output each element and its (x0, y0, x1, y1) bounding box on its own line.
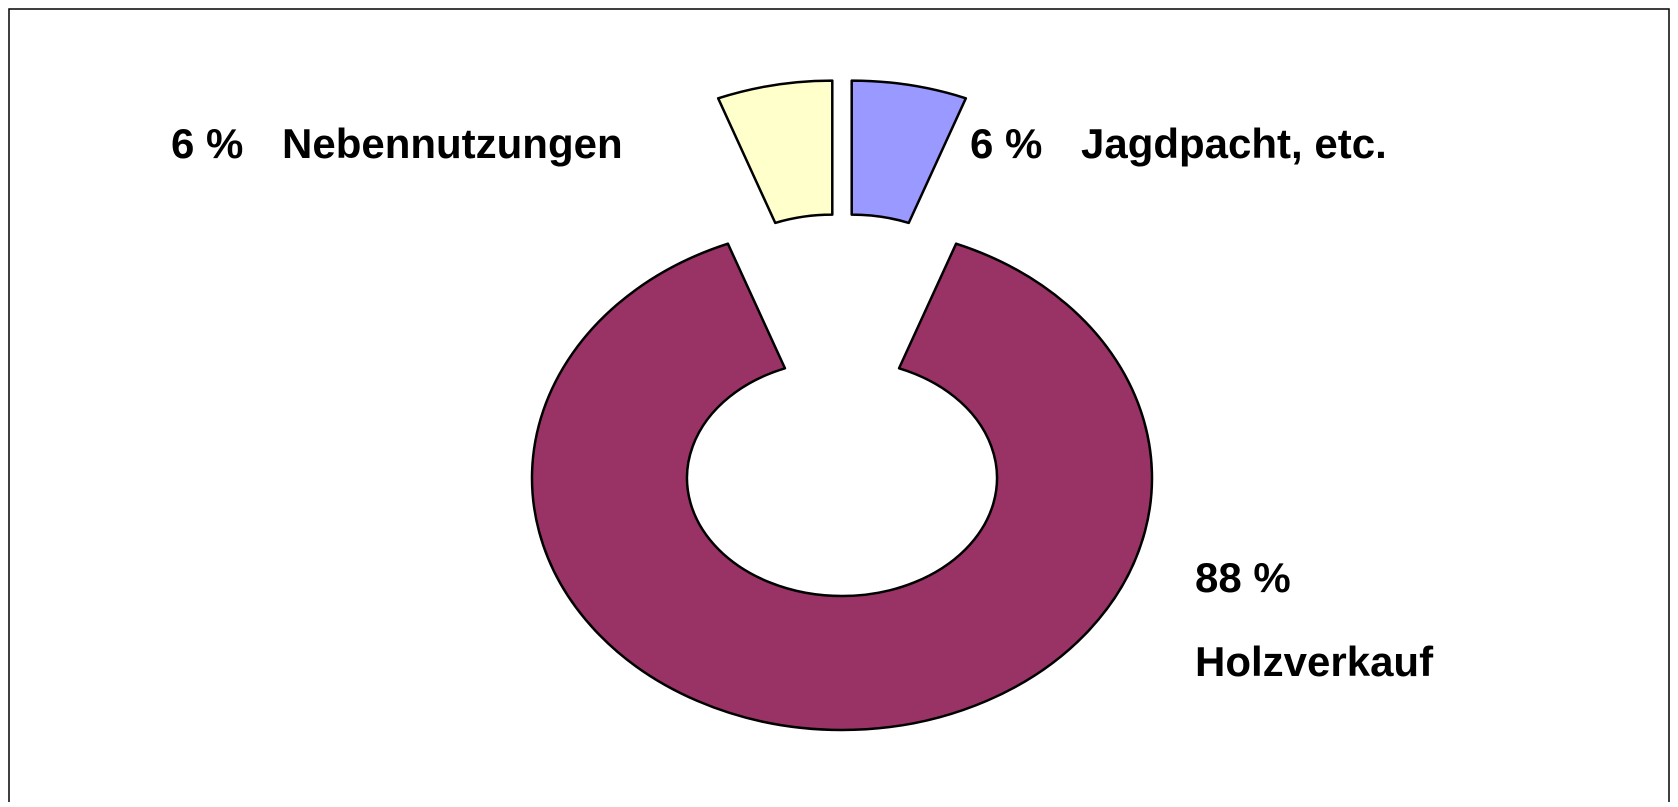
category-label: Nebennutzungen (282, 120, 623, 167)
donut-slice (716, 79, 834, 225)
category-label: Holzverkauf (1195, 638, 1434, 685)
value-label: 6 % (171, 120, 243, 167)
value-label: 6 % (970, 120, 1042, 167)
category-label: Jagdpacht, etc. (1081, 120, 1387, 167)
value-label: 88 % (1195, 554, 1291, 601)
donut-slice (530, 242, 1154, 732)
donut-slice (850, 79, 968, 225)
